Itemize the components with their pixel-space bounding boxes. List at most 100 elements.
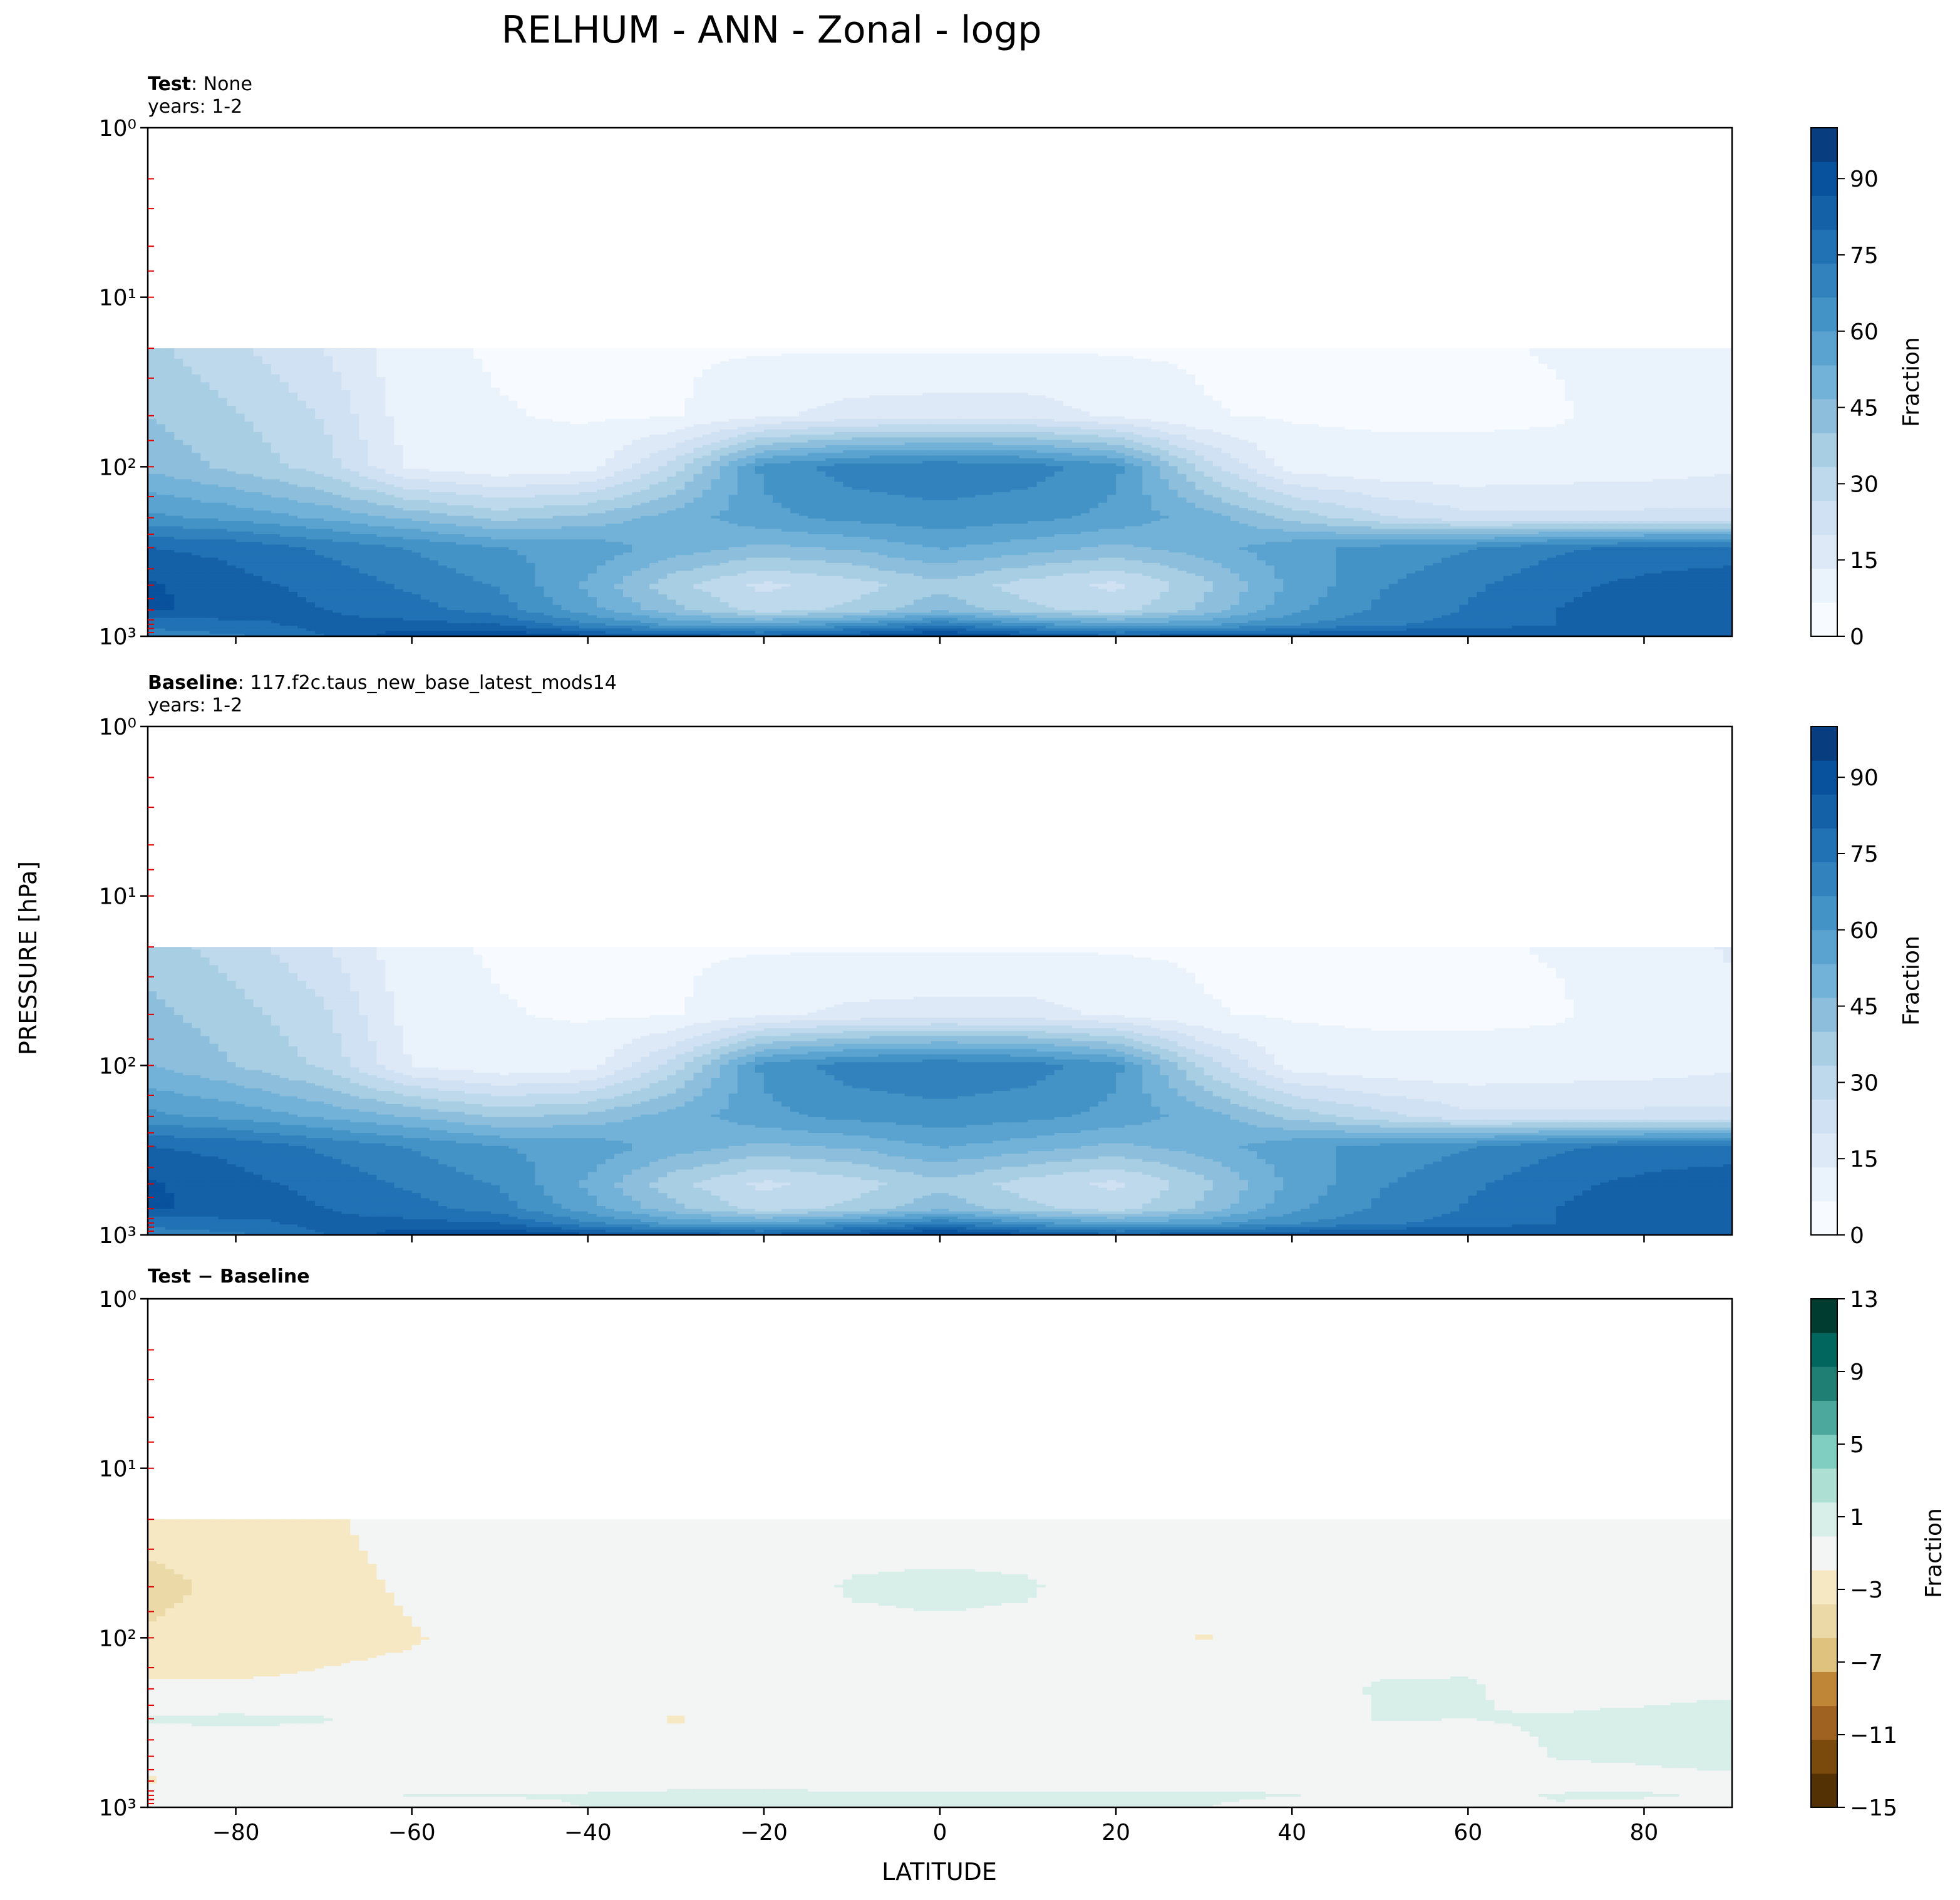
contour-cell	[1107, 369, 1117, 373]
contour-cell	[1046, 356, 1055, 359]
contour-cell	[421, 374, 430, 378]
contour-cell	[341, 364, 351, 367]
contour-cell	[1574, 364, 1583, 367]
contour-cell	[1706, 366, 1715, 369]
contour-cell	[535, 374, 544, 378]
contour-cell	[1142, 351, 1152, 354]
contour-cell	[1450, 377, 1460, 380]
contour-cell	[684, 361, 694, 364]
contour-cell	[1178, 359, 1187, 362]
contour-cell	[641, 356, 650, 359]
contour-cell	[562, 374, 571, 378]
contour-cell	[1679, 369, 1689, 373]
contour-cell	[376, 359, 386, 362]
contour-cell	[1530, 359, 1539, 362]
contour-cell	[1318, 348, 1328, 351]
contour-cell	[395, 364, 404, 367]
contour-cell	[1204, 377, 1214, 380]
contour-cell	[1274, 374, 1284, 378]
contour-cell	[262, 364, 272, 367]
contour-cell	[341, 354, 351, 357]
contour-cell	[799, 374, 808, 378]
contour-cell	[1521, 348, 1530, 351]
contour-cell	[711, 364, 721, 367]
contour-cell	[333, 356, 342, 359]
contour-cell	[632, 372, 641, 375]
contour-cell	[1001, 374, 1011, 378]
contour-cell	[148, 366, 157, 369]
contour-cell	[1521, 366, 1530, 369]
contour-cell	[341, 372, 351, 375]
contour-cell	[350, 351, 359, 354]
contour-cell	[1530, 351, 1539, 354]
contour-cell	[914, 377, 923, 380]
contour-cell	[1530, 374, 1539, 378]
contour-cell	[262, 348, 272, 351]
contour-cell	[1248, 374, 1257, 378]
contour-cell	[1433, 359, 1442, 362]
contour-cell	[1187, 372, 1196, 375]
contour-cell	[861, 359, 870, 362]
contour-cell	[993, 348, 1002, 351]
contour-cell	[658, 359, 668, 362]
contour-cell	[562, 364, 571, 367]
contour-cell	[1292, 356, 1301, 359]
contour-cell	[755, 377, 765, 380]
contour-cell	[852, 354, 861, 357]
contour-cell	[438, 374, 448, 378]
contour-cell	[430, 359, 439, 362]
contour-cell	[1072, 369, 1081, 373]
contour-cell	[1168, 377, 1178, 380]
contour-cell	[1072, 356, 1081, 359]
contour-cell	[825, 366, 835, 369]
contour-cell	[1178, 354, 1187, 357]
contour-cell	[879, 377, 888, 380]
contour-cell	[720, 356, 730, 359]
contour-cell	[271, 361, 281, 364]
contour-cell	[209, 366, 219, 369]
contour-cell	[887, 354, 897, 357]
contour-cell	[183, 374, 192, 378]
contour-cell	[1063, 364, 1073, 367]
contour-cell	[315, 374, 324, 378]
contour-cell	[236, 369, 245, 373]
contour-cell	[703, 377, 712, 380]
contour-cell	[1406, 359, 1416, 362]
contour-cell	[790, 377, 800, 380]
contour-cell	[1424, 356, 1433, 359]
contour-cell	[1424, 359, 1433, 362]
contour-cell	[825, 354, 835, 357]
contour-cell	[1345, 359, 1354, 362]
contour-cell	[165, 348, 175, 351]
contour-cell	[1283, 348, 1292, 351]
contour-cell	[165, 361, 175, 364]
contour-cell	[1697, 374, 1706, 378]
contour-cell	[1635, 369, 1644, 373]
contour-cell	[879, 354, 888, 357]
contour-cell	[1098, 361, 1108, 364]
contour-cell	[562, 369, 571, 373]
contour-cell	[1037, 372, 1046, 375]
contour-cell	[914, 356, 923, 359]
contour-cell	[254, 356, 263, 359]
contour-cell	[614, 377, 624, 380]
contour-cell	[1142, 361, 1152, 364]
contour-cell	[1679, 366, 1689, 369]
contour-cell	[922, 351, 932, 354]
contour-cell	[1450, 372, 1460, 375]
contour-cell	[1072, 361, 1081, 364]
contour-cell	[790, 359, 800, 362]
contour-cell	[148, 359, 157, 362]
contour-cell	[376, 369, 386, 373]
contour-cell	[315, 369, 324, 373]
contour-cell	[1010, 377, 1019, 380]
contour-cell	[333, 372, 342, 375]
contour-cell	[1010, 372, 1019, 375]
contour-cell	[447, 354, 456, 357]
contour-cell	[1600, 356, 1609, 359]
contour-cell	[1653, 361, 1663, 364]
contour-cell	[245, 354, 254, 357]
contour-cell	[1556, 351, 1565, 354]
contour-cell	[1151, 366, 1160, 369]
contour-cell	[306, 359, 316, 362]
